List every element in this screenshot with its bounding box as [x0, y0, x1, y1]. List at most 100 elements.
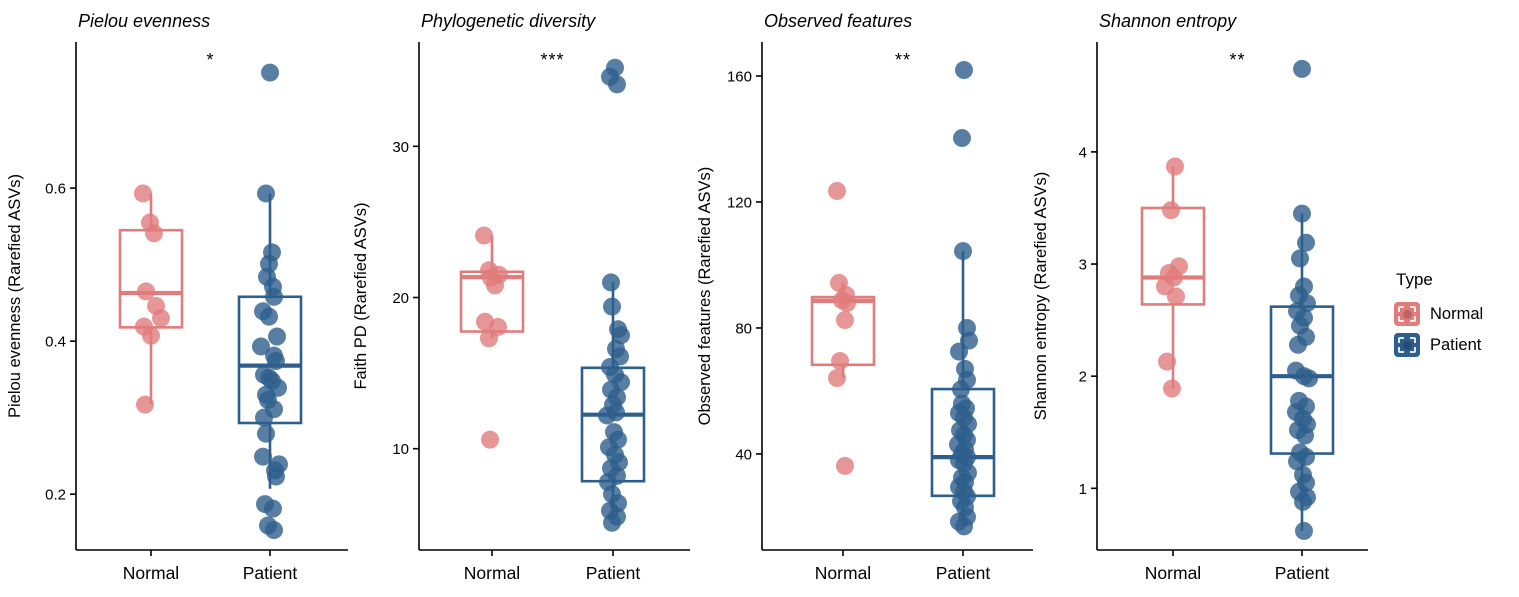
jitter-point [257, 184, 275, 203]
jitter-point [955, 61, 973, 80]
y-tick-label: 3 [1079, 257, 1087, 274]
jitter-point [828, 369, 846, 388]
jitter-point [486, 276, 504, 295]
y-tick-label: 4 [1079, 144, 1087, 161]
jitter-point [265, 287, 283, 306]
significance-label: ** [895, 50, 911, 70]
significance-label: ** [1229, 50, 1245, 70]
boxplot-key-box [1398, 337, 1416, 353]
jitter-point [836, 456, 854, 475]
jitter-point [1166, 157, 1184, 176]
jitter-point [1291, 249, 1309, 268]
jitter-point [1163, 379, 1181, 398]
jitter-point [480, 329, 498, 348]
y-axis-label: Observed features (Rarefied ASVs) [696, 167, 714, 426]
x-category-label: Normal [815, 563, 871, 583]
y-axis-label: Shannon entropy (Rarefied ASVs) [1032, 172, 1050, 421]
y-tick-label: 80 [735, 320, 752, 337]
y-tick-label: 1 [1079, 481, 1087, 498]
y-tick-label: 40 [735, 446, 752, 463]
jitter-point [255, 408, 273, 427]
jitter-point [264, 499, 282, 518]
jitter-point [1293, 59, 1311, 78]
x-category-label: Patient [936, 563, 991, 583]
legend-label: Normal [1430, 304, 1484, 323]
jitter-point [1295, 521, 1313, 540]
jitter-point [950, 342, 968, 361]
jitter-point [252, 337, 270, 356]
x-category-label: Normal [464, 563, 520, 583]
legend-title: Type [1396, 270, 1433, 289]
jitter-point [268, 327, 286, 346]
jitter-point [953, 129, 971, 148]
y-tick-label: 120 [727, 194, 752, 211]
jitter-point [1293, 204, 1311, 223]
jitter-point [612, 326, 630, 345]
jitter-point [952, 380, 970, 399]
jitter-point [257, 424, 275, 443]
jitter-point [603, 297, 621, 316]
jitter-point [265, 521, 283, 540]
panel-title: Phylogenetic diversity [421, 11, 596, 31]
jitter-point [1300, 369, 1318, 388]
x-category-label: Patient [243, 563, 298, 583]
jitter-point [831, 352, 849, 371]
panel-title: Shannon entropy [1099, 11, 1237, 31]
significance-label: * [206, 50, 214, 70]
jitter-point [828, 181, 846, 200]
legend-label: Patient [1430, 335, 1482, 354]
y-axis-label: Faith PD (Rarefied ASVs) [352, 202, 370, 389]
x-category-label: Patient [586, 563, 641, 583]
jitter-point [142, 326, 160, 345]
jitter-point [145, 224, 163, 243]
boxplot-key-point [1402, 340, 1412, 350]
y-tick-label: 0.2 [45, 487, 66, 504]
jitter-point [1297, 233, 1315, 252]
y-tick-label: 0.4 [45, 334, 66, 351]
legend: Type Normal Patient [1394, 270, 1516, 364]
jitter-point [260, 307, 278, 326]
jitter-point [136, 395, 154, 414]
jitter-point [836, 311, 854, 330]
jitter-point [475, 226, 493, 245]
significance-label: *** [540, 50, 564, 70]
boxplot-key-icon [1394, 302, 1420, 326]
jitter-point [954, 242, 972, 261]
boxplot-key-icon [1394, 333, 1420, 357]
jitter-point [254, 447, 272, 466]
jitter-point [1162, 201, 1180, 220]
y-tick-label: 20 [392, 290, 409, 307]
x-category-label: Patient [1275, 563, 1330, 583]
jitter-point [598, 406, 616, 425]
jitter-point [267, 467, 285, 486]
jitter-point [267, 352, 285, 371]
y-tick-label: 2 [1079, 369, 1087, 386]
legend-item-patient: Patient [1394, 333, 1516, 357]
y-tick-label: 30 [392, 139, 409, 156]
jitter-point [1288, 452, 1306, 471]
y-tick-label: 0.6 [45, 181, 66, 198]
jitter-point [1158, 352, 1176, 371]
legend-item-normal: Normal [1394, 302, 1516, 326]
jitter-point [1167, 287, 1185, 306]
y-tick-label: 10 [392, 441, 409, 458]
x-category-label: Normal [123, 563, 179, 583]
panel-title: Observed features [764, 11, 912, 31]
jitter-point [838, 294, 856, 313]
x-category-label: Normal [1145, 563, 1201, 583]
boxplot-key-box [1398, 306, 1416, 322]
jitter-point [481, 430, 499, 449]
jitter-point [137, 282, 155, 301]
jitter-point [608, 75, 626, 94]
jitter-point [134, 184, 152, 203]
y-axis-label: Pielou evenness (Rarefied ASVs) [6, 174, 24, 418]
panel-title: Pielou evenness [78, 11, 210, 31]
jitter-point [602, 273, 620, 292]
jitter-point [261, 63, 279, 82]
jitter-point [1296, 426, 1314, 445]
jitter-point [955, 517, 973, 536]
jitter-point [1294, 492, 1312, 511]
jitter-point [152, 309, 170, 328]
